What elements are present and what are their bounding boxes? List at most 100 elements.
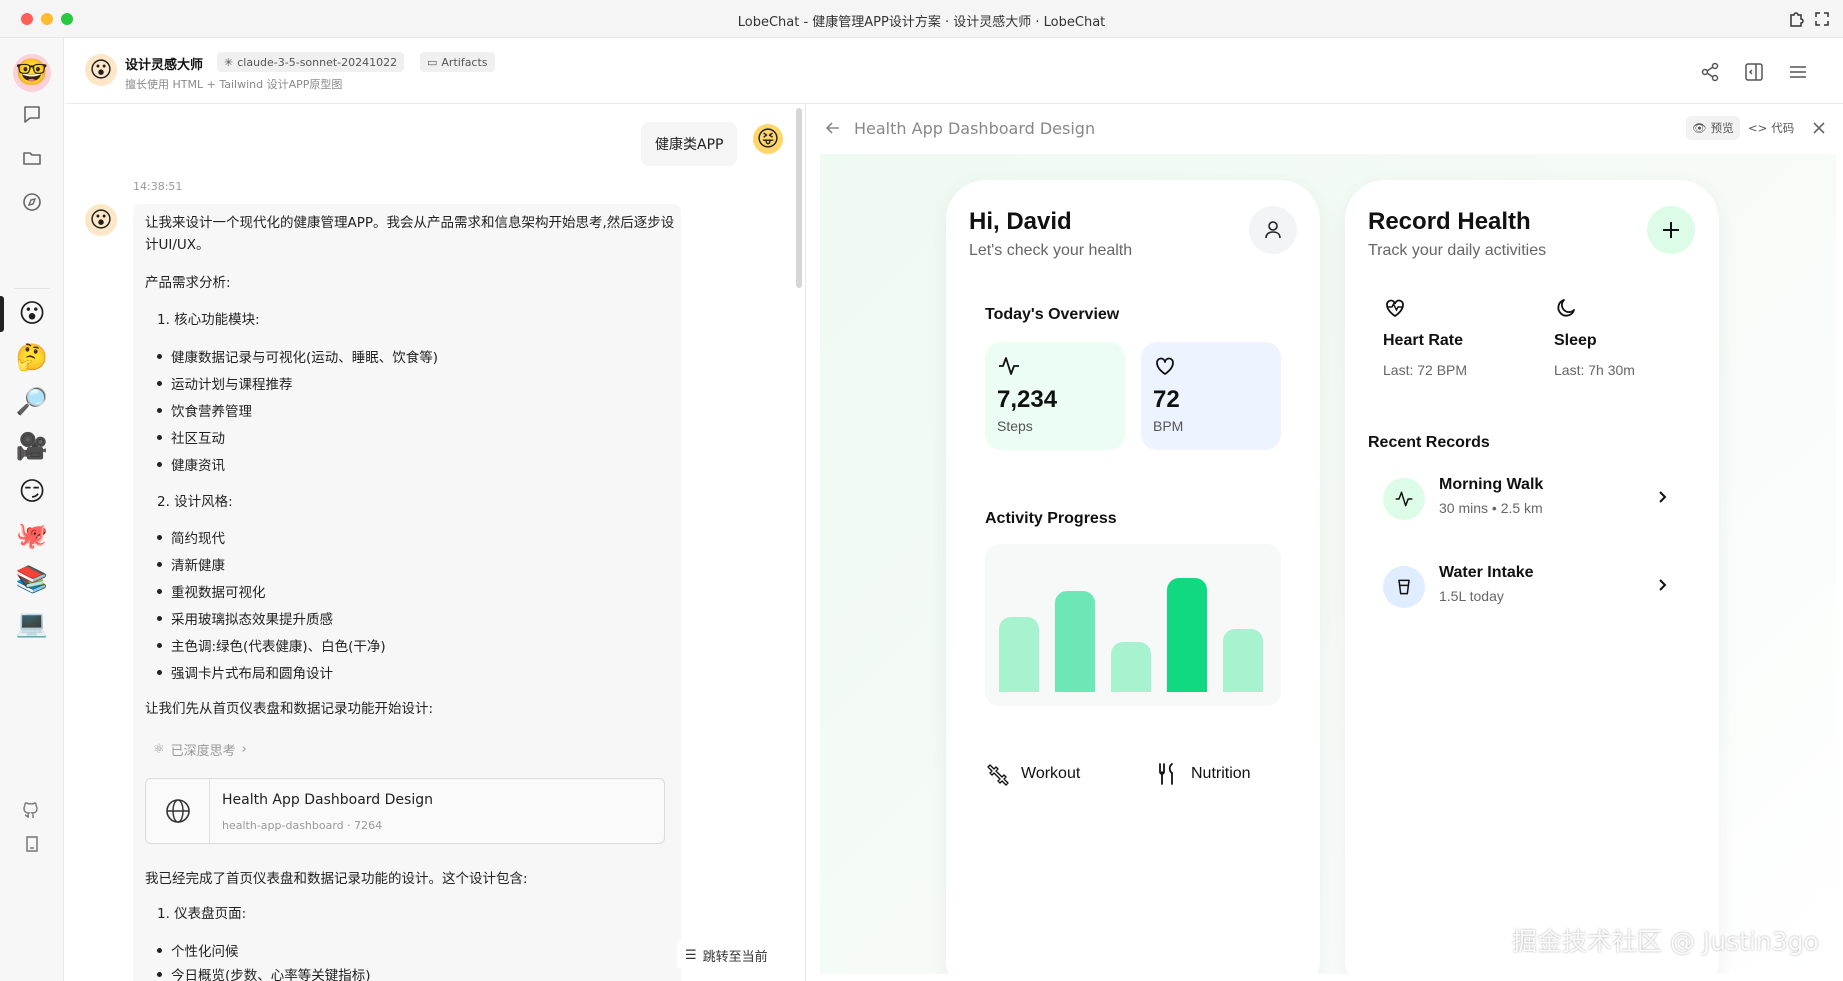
artifact-card-title: Health App Dashboard Design [222, 792, 433, 808]
chart-bar [999, 617, 1039, 692]
utensils-icon [1159, 763, 1173, 785]
agent-thinking-avatar[interactable]: 🤔 [15, 343, 49, 373]
heart-rate-tile[interactable]: Heart Rate Last: 72 BPM [1383, 296, 1467, 378]
agent-octopus-avatar[interactable]: 🐙 [15, 521, 49, 551]
user-message-avatar[interactable]: 😝 [753, 124, 783, 154]
model-tag[interactable]: ✳ claude-3-5-sonnet-20241022 [217, 52, 405, 72]
recent-records-title: Recent Records [1368, 434, 1490, 451]
moon-icon [1557, 299, 1575, 317]
bpm-value: 72 [1153, 386, 1180, 413]
chat-message-list[interactable]: 健康类APP 😝 14:38:51 😮 让我来设计一个现代化的健康管理APP。我… [65, 104, 805, 981]
steps-label: Steps [997, 418, 1033, 434]
record-item-water-intake[interactable]: Water Intake 1.5L today [1383, 560, 1679, 620]
back-arrow-icon[interactable] [824, 119, 842, 137]
greeting-subtitle: Let's check your health [969, 242, 1133, 259]
agent-smile-avatar[interactable]: 😏 [18, 477, 46, 507]
discover-compass-icon[interactable] [18, 188, 46, 216]
start-design-text: 让我们先从首页仪表盘和数据记录功能开始设计: [145, 701, 434, 717]
chart-bar [1111, 642, 1151, 692]
phone-dashboard: Hi, David Let's check your health Today'… [946, 180, 1320, 974]
github-icon[interactable] [18, 796, 46, 824]
overview-title: Today's Overview [985, 306, 1120, 323]
globe-icon [146, 779, 210, 843]
chart-bar [1055, 591, 1095, 692]
add-record-button[interactable] [1647, 206, 1695, 254]
artifacts-tag-icon: ▭ [427, 55, 438, 69]
window-title: LobeChat - 健康管理APP设计方案 · 设计灵感大师 · LobeCh… [737, 15, 1106, 30]
model-tag-label: claude-3-5-sonnet-20241022 [237, 55, 398, 69]
agent-design-master-avatar[interactable]: 😮 [18, 299, 46, 329]
agent-books-avatar[interactable]: 📚 [15, 565, 49, 595]
list-item: 采用玻璃拟态效果提升质感 [157, 608, 333, 628]
chat-scrollbar[interactable] [795, 104, 803, 981]
list-item: 社区互动 [157, 427, 225, 447]
watermark: 掘金技术社区 @ Justin3go [1512, 927, 1819, 956]
chevron-right-icon: › [241, 742, 247, 757]
greeting: Hi, David [969, 208, 1072, 235]
sleep-tile[interactable]: Sleep Last: 7h 30m [1554, 296, 1635, 378]
preview-tab[interactable]: 👁 预览 [1686, 116, 1740, 140]
record-subtitle: 1.5L today [1439, 588, 1504, 604]
chat-header: 😮 设计灵感大师 ✳ claude-3-5-sonnet-20241022 ▭ … [65, 38, 1843, 104]
list-item: 简约现代 [157, 527, 225, 547]
record-subtitle: 30 mins • 2.5 km [1439, 500, 1543, 516]
user-icon [1265, 221, 1281, 239]
chart-bar [1167, 578, 1207, 692]
jump-to-current-button[interactable]: ☰ 跳转至当前 [677, 942, 776, 968]
heart-icon [1156, 357, 1174, 375]
assistant-message-bubble [133, 204, 681, 981]
workout-button[interactable]: Workout [985, 762, 1080, 786]
message-timestamp: 14:38:51 [133, 180, 183, 193]
folder-icon[interactable] [18, 144, 46, 172]
steps-card[interactable]: 7,234 Steps [985, 342, 1125, 450]
cup-icon [1383, 566, 1425, 608]
pane-divider[interactable] [805, 104, 806, 981]
user-message-bubble: 健康类APP [641, 122, 738, 166]
artifact-card-meta: health-app-dashboard · 7264 [222, 819, 383, 832]
assistant-avatar[interactable]: 😮 [85, 204, 117, 236]
list-item-design-style: 2. 设计风格: [157, 494, 233, 510]
chevron-right-icon [1659, 579, 1667, 591]
activity-icon [999, 357, 1019, 375]
agent-search-avatar[interactable]: 🔎 [15, 387, 49, 417]
zoom-window-button[interactable] [61, 13, 73, 25]
deep-think-toggle[interactable]: ⚛ 已深度思考 › [153, 740, 247, 759]
close-window-button[interactable] [21, 13, 33, 25]
activity-bar-chart [985, 544, 1281, 706]
sleep-title: Sleep [1554, 332, 1597, 349]
agent-description: 擅长使用 HTML + Tailwind 设计APP原型图 [125, 78, 343, 91]
nutrition-button[interactable]: Nutrition [1155, 762, 1251, 786]
minimize-window-button[interactable] [41, 13, 53, 25]
title-bar: LobeChat - 健康管理APP设计方案 · 设计灵感大师 · LobeCh… [0, 0, 1843, 38]
bpm-card[interactable]: 72 BPM [1141, 342, 1281, 450]
record-health-title: Record Health [1368, 208, 1531, 235]
agent-camera-avatar[interactable]: 🎥 [15, 432, 49, 462]
steps-value: 7,234 [997, 386, 1058, 413]
user-avatar[interactable]: 🤓 [13, 54, 51, 92]
artifacts-tag[interactable]: ▭ Artifacts [420, 52, 495, 72]
close-icon[interactable] [1811, 120, 1827, 136]
deep-think-label: 已深度思考 [170, 744, 236, 759]
code-tab[interactable]: <> 代码 [1742, 116, 1800, 140]
agent-avatar[interactable]: 😮 [85, 54, 117, 86]
chat-icon[interactable] [18, 100, 46, 128]
code-icon: <> [1748, 121, 1768, 135]
fullscreen-icon[interactable] [1813, 10, 1831, 28]
extensions-icon[interactable] [1787, 10, 1805, 28]
share-icon[interactable] [1698, 60, 1722, 84]
dumbbell-icon [987, 764, 1009, 786]
profile-button[interactable] [1249, 206, 1297, 254]
heart-pulse-icon [1386, 299, 1404, 318]
record-title: Water Intake [1439, 564, 1534, 581]
menu-icon[interactable] [1786, 60, 1810, 84]
record-item-morning-walk[interactable]: Morning Walk 30 mins • 2.5 km [1383, 472, 1679, 532]
docs-book-icon[interactable] [18, 830, 46, 858]
artifact-card[interactable]: Health App Dashboard Design health-app-d… [145, 778, 665, 844]
requirements-heading: 产品需求分析: [145, 275, 231, 291]
toggle-panel-icon[interactable] [1742, 60, 1766, 84]
scrollbar-thumb[interactable] [796, 108, 802, 288]
atom-icon: ⚛ [153, 742, 165, 757]
record-health-subtitle: Track your daily activities [1368, 242, 1547, 259]
left-sidebar: 🤓 😮 🤔 🔎 🎥 😏 🐙 📚 💻 [0, 38, 64, 981]
agent-computer-avatar[interactable]: 💻 [15, 609, 49, 639]
